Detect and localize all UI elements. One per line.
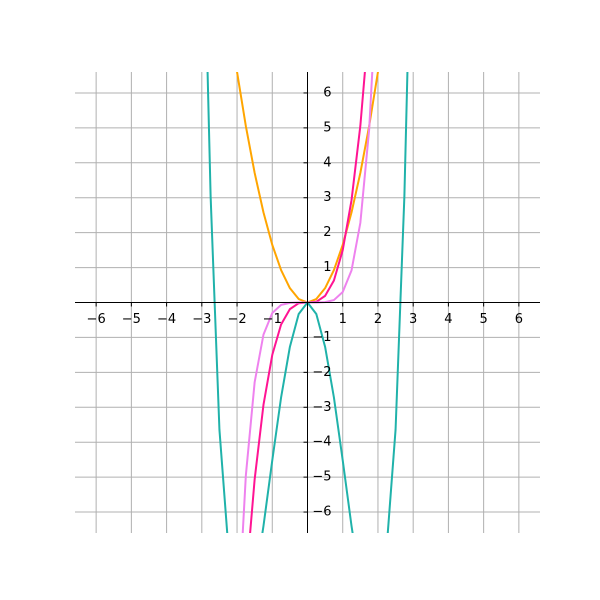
y-tick-label: 6 (323, 85, 331, 100)
x-tick-label: −3 (192, 312, 211, 327)
y-tick-label: 3 (323, 190, 331, 205)
x-tick-label: 1 (339, 312, 347, 327)
y-tick-label: −2 (312, 365, 331, 380)
y-tick-label: −1 (312, 330, 331, 345)
x-tick-label: 2 (374, 312, 382, 327)
y-tick-label: 2 (323, 225, 331, 240)
x-tick-label: 6 (515, 312, 523, 327)
x-tick-label: 4 (444, 312, 452, 327)
y-tick-label: −3 (312, 400, 331, 415)
y-tick-label: −4 (312, 435, 331, 450)
x-tick-label: 3 (409, 312, 417, 327)
y-tick-label: −5 (312, 470, 331, 485)
x-tick-label: −2 (227, 312, 246, 327)
x-tick-label: 5 (479, 312, 487, 327)
x-tick-label: −6 (87, 312, 106, 327)
y-tick-label: −6 (312, 505, 331, 520)
axes: −6 −5 −4 −3 −2 −1 1 2 3 4 5 6 −6 −5 −4 −3 −2 −1 1 2 3 4 5 6 (75, 72, 540, 533)
y-tick-label: 4 (323, 155, 331, 170)
x-tick-label: −1 (263, 312, 282, 327)
x-tick-label: −4 (157, 312, 176, 327)
y-tick-label: 1 (323, 260, 331, 275)
y-tick-label: 5 (323, 120, 331, 135)
x-tick-label: −5 (122, 312, 141, 327)
